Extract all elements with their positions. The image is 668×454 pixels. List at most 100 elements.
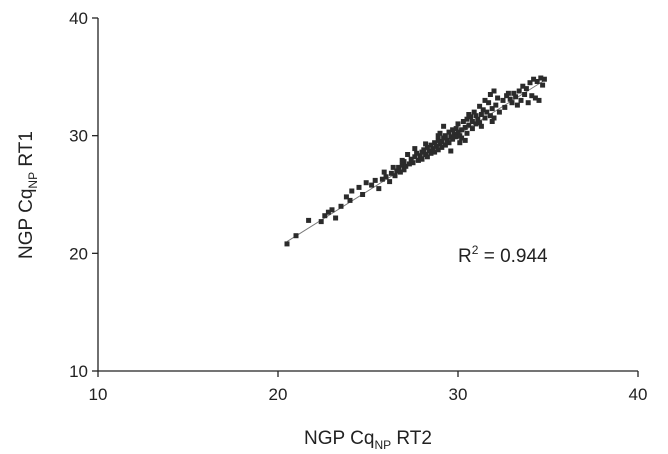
data-point (538, 75, 544, 81)
data-point (462, 137, 468, 143)
x-axis-title-main: NGP Cq (304, 428, 374, 449)
data-point (388, 170, 394, 176)
data-point (534, 79, 540, 84)
data-point (414, 150, 420, 156)
data-point (457, 140, 463, 146)
data-point (399, 157, 405, 163)
data-point (496, 109, 502, 115)
x-axis-title: NGP CqNP RT2 (304, 428, 432, 452)
data-point (390, 164, 396, 170)
data-point (511, 90, 517, 96)
data-point (450, 136, 456, 142)
data-point (536, 97, 542, 103)
data-point (464, 116, 470, 122)
data-point (471, 109, 477, 115)
data-point (509, 100, 515, 106)
data-point (415, 157, 421, 163)
data-point (401, 167, 407, 173)
data-point (448, 148, 454, 154)
y-tick-label: 30 (69, 127, 88, 146)
data-point (446, 140, 452, 146)
data-point (466, 112, 472, 117)
x-axis-title-sub: NP (374, 438, 391, 452)
data-point (478, 123, 484, 129)
y-tick-label: 20 (69, 244, 88, 263)
data-point (473, 113, 479, 119)
data-point (469, 126, 475, 132)
y-tick-label: 40 (69, 9, 88, 28)
data-point (399, 162, 405, 168)
data-point (450, 127, 456, 133)
annotation-main: R (458, 246, 472, 267)
data-point (480, 107, 486, 113)
data-point (435, 137, 441, 143)
data-point (453, 126, 459, 132)
data-point (489, 119, 495, 124)
data-point (376, 186, 382, 192)
data-point (446, 129, 452, 135)
data-point (428, 150, 434, 156)
data-point (408, 156, 414, 162)
data-point (347, 197, 353, 203)
data-point (469, 119, 475, 124)
y-axis-title-main: NGP Cq (16, 189, 37, 259)
data-point (455, 121, 461, 127)
data-point (333, 215, 339, 221)
data-point (417, 153, 423, 159)
data-point (477, 103, 483, 109)
data-point (318, 219, 324, 225)
data-point (387, 179, 393, 185)
annotation-rest: = 0.944 (478, 246, 548, 267)
data-point (462, 124, 468, 130)
data-point (306, 217, 312, 223)
x-tick-label: 10 (89, 385, 108, 404)
data-point (424, 144, 430, 150)
data-point (473, 121, 479, 127)
data-point (392, 173, 398, 179)
data-point (527, 80, 533, 86)
data-point (529, 93, 535, 99)
tick-marks (92, 17, 639, 377)
data-point (396, 164, 402, 170)
data-point (325, 209, 331, 215)
data-point (405, 152, 411, 157)
x-axis-title-suffix: RT2 (391, 428, 432, 449)
data-point (441, 123, 447, 129)
x-tick-label: 20 (269, 385, 288, 404)
data-point (356, 184, 362, 190)
data-point (513, 94, 519, 100)
data-point (459, 127, 465, 133)
y-axis-title-suffix: RT1 (16, 131, 37, 172)
data-point (495, 95, 501, 101)
data-point (432, 149, 438, 155)
data-point (532, 95, 538, 101)
data-point (540, 82, 546, 88)
data-point (397, 169, 403, 175)
data-point (518, 97, 524, 103)
data-point (522, 92, 528, 97)
data-point (478, 112, 484, 117)
data-point (442, 133, 448, 139)
data-point (381, 169, 387, 175)
data-point (363, 180, 369, 186)
data-point (293, 233, 299, 239)
data-point (455, 129, 461, 135)
data-point (460, 119, 466, 124)
data-point (379, 176, 385, 182)
data-point (514, 102, 520, 108)
data-point (489, 106, 495, 112)
data-point (531, 76, 537, 82)
annotation-sup: 2 (472, 243, 479, 257)
data-point (322, 213, 328, 219)
axes (97, 18, 638, 372)
data-point (487, 92, 493, 97)
data-point (369, 182, 375, 188)
data-point (442, 142, 448, 148)
data-point (435, 147, 441, 153)
data-point (486, 100, 492, 106)
data-point (464, 130, 470, 136)
data-point (430, 146, 436, 152)
data-point (502, 104, 508, 110)
y-tick-label: 10 (69, 362, 88, 381)
data-point (482, 115, 488, 121)
